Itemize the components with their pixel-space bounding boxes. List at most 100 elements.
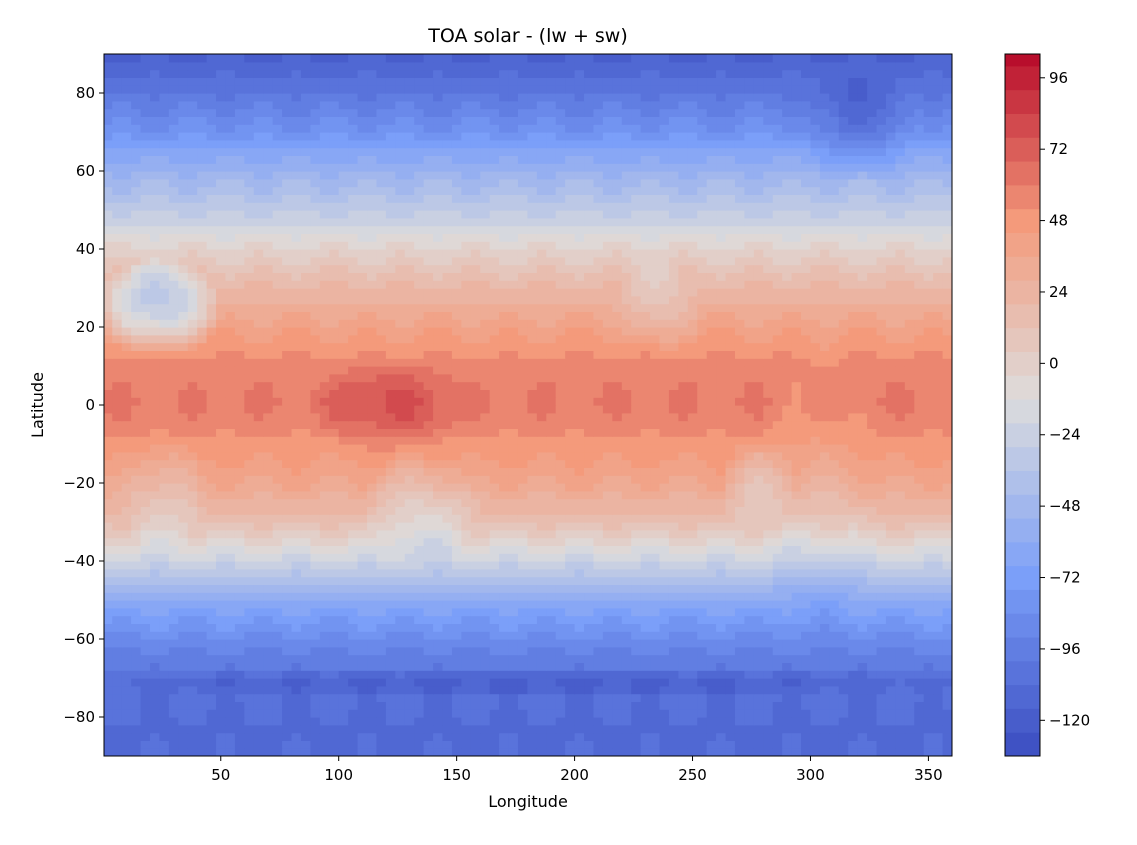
heatmap-cell xyxy=(489,436,500,445)
heatmap-cell xyxy=(801,420,812,429)
heatmap-cell xyxy=(187,623,198,632)
heatmap-cell xyxy=(819,467,830,476)
heatmap-cell xyxy=(801,381,812,390)
heatmap-cell xyxy=(140,685,151,695)
heatmap-cell xyxy=(848,483,859,492)
heatmap-cell xyxy=(216,545,227,554)
heatmap-cell xyxy=(451,732,462,741)
heatmap-cell xyxy=(678,459,689,468)
heatmap-cell xyxy=(253,748,264,756)
heatmap-cell xyxy=(904,475,915,484)
heatmap-cell xyxy=(857,428,868,437)
heatmap-cell xyxy=(282,631,293,640)
heatmap-cell xyxy=(725,693,736,702)
heatmap-cell xyxy=(291,389,302,398)
heatmap-cell xyxy=(687,685,698,695)
heatmap-cell xyxy=(593,498,604,507)
heatmap-cell xyxy=(187,693,198,702)
heatmap-cell xyxy=(904,451,915,461)
heatmap-cell xyxy=(131,662,142,671)
heatmap-cell xyxy=(234,373,245,383)
heatmap-cell xyxy=(602,537,613,546)
heatmap-cell xyxy=(734,350,746,359)
heatmap-cell xyxy=(895,498,906,507)
heatmap-cell xyxy=(631,654,642,663)
heatmap-cell xyxy=(470,615,481,624)
heatmap-cell xyxy=(121,334,132,344)
heatmap-cell xyxy=(734,662,746,671)
heatmap-cell xyxy=(140,717,151,726)
heatmap-cell xyxy=(508,537,519,546)
heatmap-cell xyxy=(819,529,830,539)
heatmap-cell xyxy=(489,709,500,718)
heatmap-cell xyxy=(376,342,387,351)
heatmap-cell xyxy=(216,412,227,422)
heatmap-cell xyxy=(489,490,500,500)
heatmap-cell xyxy=(668,615,679,624)
heatmap-cell xyxy=(555,451,566,461)
heatmap-cell xyxy=(923,412,934,422)
heatmap-cell xyxy=(848,475,859,484)
heatmap-cell xyxy=(517,506,529,515)
heatmap-cell xyxy=(942,412,952,422)
heatmap-cell xyxy=(150,436,161,445)
heatmap-cell xyxy=(734,568,746,578)
heatmap-cell xyxy=(480,623,491,632)
heatmap-cell xyxy=(272,389,283,398)
heatmap-cell xyxy=(300,459,311,468)
heatmap-cell xyxy=(168,693,179,702)
heatmap-cell xyxy=(376,428,387,437)
heatmap-cell xyxy=(376,389,387,398)
heatmap-cell xyxy=(300,561,311,570)
heatmap-cell xyxy=(451,412,462,422)
heatmap-cell xyxy=(857,717,868,726)
heatmap-cell xyxy=(404,319,415,328)
heatmap-cell xyxy=(121,467,132,476)
heatmap-cell xyxy=(602,490,613,500)
heatmap-cell xyxy=(451,405,462,414)
heatmap-cell xyxy=(838,373,849,383)
heatmap-cell xyxy=(112,600,123,609)
heatmap-cell xyxy=(197,389,208,398)
heatmap-cell xyxy=(668,631,679,640)
heatmap-cell xyxy=(159,607,170,617)
heatmap-cell xyxy=(367,701,378,710)
heatmap-cell xyxy=(678,436,689,445)
heatmap-cell xyxy=(489,319,500,328)
heatmap-cell xyxy=(678,717,689,726)
heatmap-cell xyxy=(385,389,396,398)
heatmap-cell xyxy=(357,350,368,359)
heatmap-cell xyxy=(819,436,830,445)
heatmap-cell xyxy=(414,334,425,344)
heatmap-cell xyxy=(206,654,217,663)
heatmap-cell xyxy=(914,506,925,515)
heatmap-cell xyxy=(819,475,830,484)
heatmap-cell xyxy=(678,631,689,640)
heatmap-cell xyxy=(244,561,255,570)
heatmap-cell xyxy=(744,342,755,351)
heatmap-cell xyxy=(668,436,679,445)
heatmap-cell xyxy=(291,592,302,601)
heatmap-cell xyxy=(338,717,349,726)
heatmap-cell xyxy=(104,467,113,476)
heatmap-cell xyxy=(348,654,359,663)
heatmap-cell xyxy=(668,607,679,617)
heatmap-cell xyxy=(838,670,849,679)
heatmap-cell xyxy=(480,709,491,718)
heatmap-cell xyxy=(895,436,906,445)
heatmap-cell xyxy=(848,748,859,756)
heatmap-cell xyxy=(536,444,547,453)
heatmap-cell xyxy=(178,397,189,406)
heatmap-cell xyxy=(216,646,227,656)
heatmap-cell xyxy=(282,717,293,726)
heatmap-cell xyxy=(791,600,802,609)
heatmap-cell xyxy=(187,342,198,351)
heatmap-cell xyxy=(602,709,613,718)
heatmap-cell xyxy=(159,678,170,687)
heatmap-cell xyxy=(216,748,227,756)
heatmap-cell xyxy=(678,623,689,632)
heatmap-cell xyxy=(121,740,132,749)
heatmap-cell xyxy=(367,584,378,593)
heatmap-cell xyxy=(706,428,717,437)
heatmap-cell xyxy=(253,623,264,632)
